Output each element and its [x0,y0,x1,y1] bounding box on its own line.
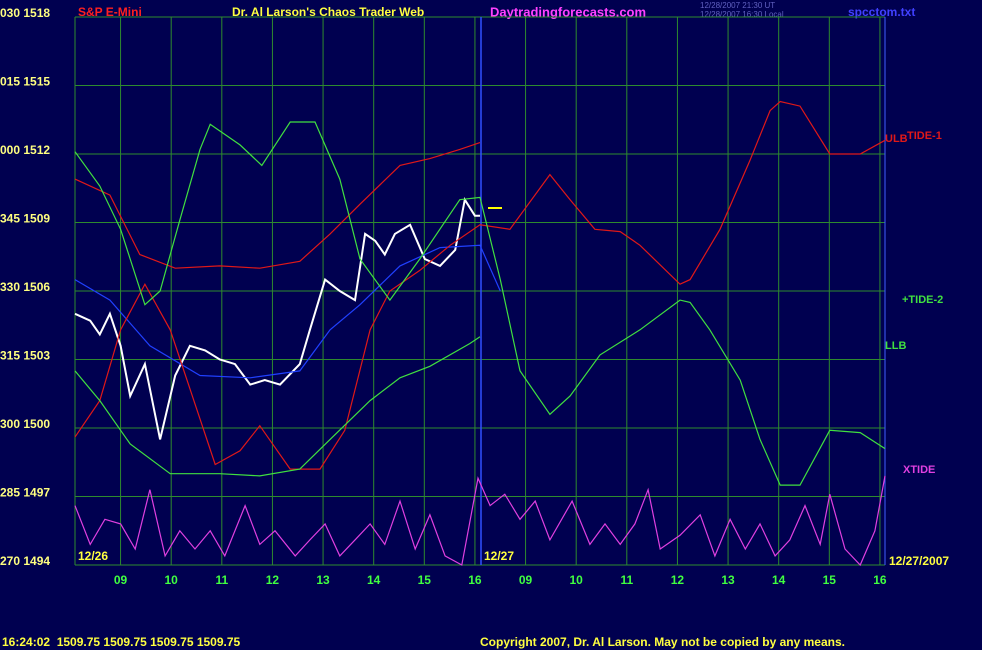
symbol: S&P E-Mini [78,5,142,19]
y-tick-label: 285 1497 [0,486,50,500]
timestamp: 12/28/2007 21:30 UT [700,1,775,10]
series-label: TIDE-1 [907,130,942,142]
series-line [74,336,481,477]
chart-title: Dr. Al Larson's Chaos Trader Web [232,5,424,19]
y-tick-label: 300 1500 [0,417,50,431]
x-tick-label: 12 [671,573,685,587]
y-tick-label: 345 1509 [0,212,50,226]
series-line [74,121,886,486]
series-label: LLB [885,340,906,352]
series-label: +TIDE-2 [902,294,943,306]
x-tick-label: 12 [266,573,280,587]
x-tick-label: 10 [165,573,179,587]
x-tick-label: 16 [468,573,482,587]
series-line [74,244,501,379]
y-tick-label: 315 1503 [0,349,50,363]
y-tick-label: 000 1512 [0,143,50,157]
x-tick-label: 11 [620,573,633,587]
x-tick-label: 15 [418,573,432,587]
series-line [74,197,480,440]
x-tick-label: 09 [519,573,533,587]
x-tick-label: 14 [367,573,381,587]
date-label: 12/26 [78,549,108,563]
series-line [74,475,886,567]
x-tick-label: 10 [570,573,584,587]
date-label: 12/27 [484,549,514,563]
y-tick-label: 015 1515 [0,75,50,89]
x-tick-label: 13 [316,573,330,587]
x-tick-label: 15 [823,573,837,587]
series-label: XTIDE [903,464,935,476]
x-tick-label: 09 [114,573,128,587]
y-tick-label: 030 1518 [0,6,50,20]
series-line [74,142,481,269]
timestamp: 12/28/2007 16:30 Local [700,10,784,19]
series-label: ULB [885,133,908,145]
file-name: spcctom.txt [848,5,915,19]
copyright: Copyright 2007, Dr. Al Larson. May not b… [480,635,845,649]
x-tick-label: 16 [873,573,887,587]
x-tick-label: 14 [772,573,786,587]
series-line [74,100,886,470]
y-tick-label: 330 1506 [0,280,50,294]
x-tick-label: 13 [721,573,735,587]
date-label: 12/27/2007 [889,554,949,568]
site: Daytradingforecasts.com [490,4,646,19]
y-tick-label: 270 1494 [0,554,50,568]
x-tick-label: 11 [215,573,228,587]
status: 16:24:02 1509.75 1509.75 1509.75 1509.75 [2,635,241,649]
